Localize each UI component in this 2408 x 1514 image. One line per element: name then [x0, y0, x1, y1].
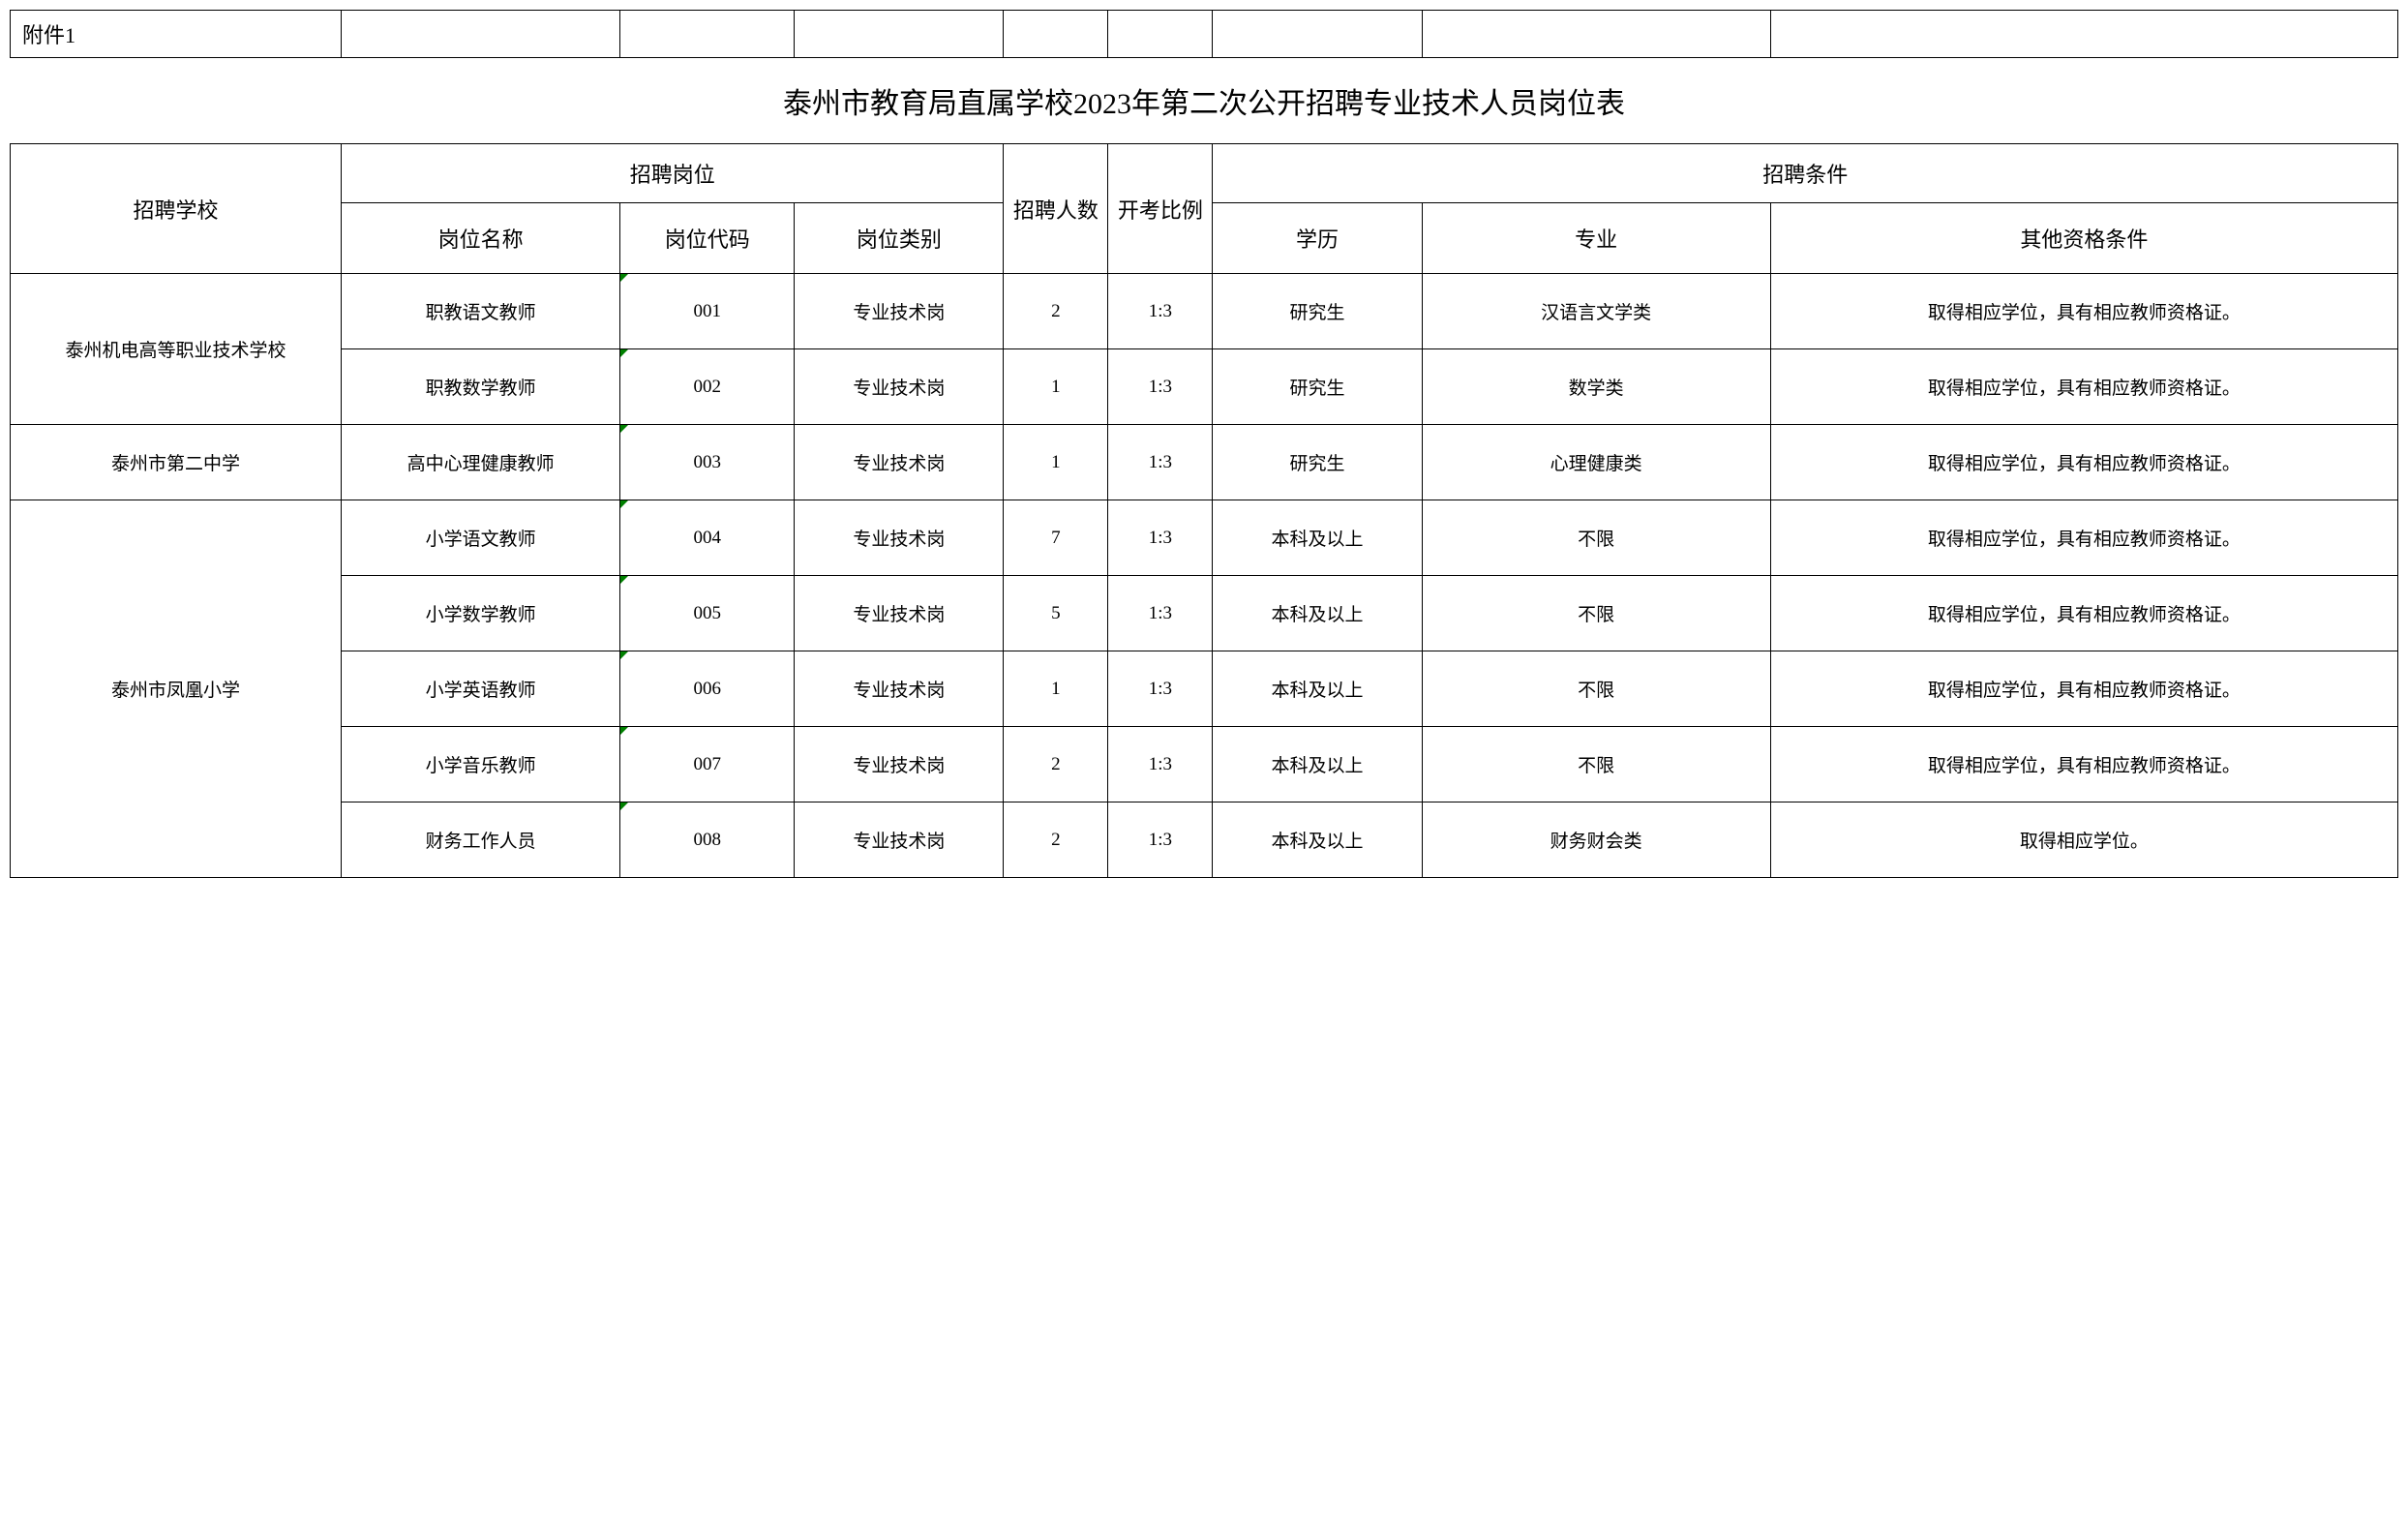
cell-type: 专业技术岗 [795, 274, 1004, 349]
cell-code: 005 [620, 576, 795, 651]
header-position-group: 招聘岗位 [342, 144, 1004, 203]
cell-edu: 本科及以上 [1213, 576, 1422, 651]
table-row: 泰州市凤凰小学小学语文教师004专业技术岗71:3本科及以上不限取得相应学位，具… [11, 500, 2398, 576]
cell-edu: 研究生 [1213, 349, 1422, 425]
cell-posname: 小学语文教师 [342, 500, 620, 576]
cell-major: 汉语言文学类 [1422, 274, 1770, 349]
document-title: 泰州市教育局直属学校2023年第二次公开招聘专业技术人员岗位表 [11, 58, 2398, 144]
header-school: 招聘学校 [11, 144, 342, 274]
table-row: 小学音乐教师007专业技术岗21:3本科及以上不限取得相应学位，具有相应教师资格… [11, 727, 2398, 802]
table-row: 职教数学教师002专业技术岗11:3研究生数学类取得相应学位，具有相应教师资格证… [11, 349, 2398, 425]
cell-count: 2 [1004, 802, 1108, 878]
cell-other: 取得相应学位，具有相应教师资格证。 [1770, 576, 2397, 651]
cell-code: 004 [620, 500, 795, 576]
cell-edu: 研究生 [1213, 425, 1422, 500]
cell-posname: 职教数学教师 [342, 349, 620, 425]
cell-type: 专业技术岗 [795, 727, 1004, 802]
cell-code: 003 [620, 425, 795, 500]
header-major: 专业 [1422, 203, 1770, 274]
cell-posname: 小学英语教师 [342, 651, 620, 727]
cell-type: 专业技术岗 [795, 500, 1004, 576]
cell-ratio: 1:3 [1108, 727, 1213, 802]
header-position-code: 岗位代码 [620, 203, 795, 274]
table-row: 泰州机电高等职业技术学校职教语文教师001专业技术岗21:3研究生汉语言文学类取… [11, 274, 2398, 349]
cell-ratio: 1:3 [1108, 500, 1213, 576]
cell-ratio: 1:3 [1108, 349, 1213, 425]
cell-count: 2 [1004, 727, 1108, 802]
header-count: 招聘人数 [1004, 144, 1108, 274]
cell-code: 007 [620, 727, 795, 802]
cell-posname: 小学音乐教师 [342, 727, 620, 802]
table-row: 财务工作人员008专业技术岗21:3本科及以上财务财会类取得相应学位。 [11, 802, 2398, 878]
cell-major: 不限 [1422, 651, 1770, 727]
cell-type: 专业技术岗 [795, 651, 1004, 727]
cell-school: 泰州机电高等职业技术学校 [11, 274, 342, 425]
cell-edu: 本科及以上 [1213, 651, 1422, 727]
table-row: 小学数学教师005专业技术岗51:3本科及以上不限取得相应学位，具有相应教师资格… [11, 576, 2398, 651]
cell-count: 7 [1004, 500, 1108, 576]
header-conditions-group: 招聘条件 [1213, 144, 2398, 203]
cell-other: 取得相应学位，具有相应教师资格证。 [1770, 500, 2397, 576]
title-row: 泰州市教育局直属学校2023年第二次公开招聘专业技术人员岗位表 [11, 58, 2398, 144]
cell-other: 取得相应学位，具有相应教师资格证。 [1770, 425, 2397, 500]
header-other: 其他资格条件 [1770, 203, 2397, 274]
header-ratio: 开考比例 [1108, 144, 1213, 274]
cell-code: 001 [620, 274, 795, 349]
cell-edu: 本科及以上 [1213, 727, 1422, 802]
cell-edu: 研究生 [1213, 274, 1422, 349]
cell-count: 2 [1004, 274, 1108, 349]
cell-major: 数学类 [1422, 349, 1770, 425]
cell-ratio: 1:3 [1108, 802, 1213, 878]
cell-other: 取得相应学位。 [1770, 802, 2397, 878]
cell-count: 5 [1004, 576, 1108, 651]
attachment-row: 附件1 [11, 11, 2398, 58]
cell-posname: 高中心理健康教师 [342, 425, 620, 500]
cell-code: 008 [620, 802, 795, 878]
cell-major: 不限 [1422, 727, 1770, 802]
cell-posname: 职教语文教师 [342, 274, 620, 349]
cell-major: 心理健康类 [1422, 425, 1770, 500]
attachment-label: 附件1 [11, 11, 342, 58]
cell-other: 取得相应学位，具有相应教师资格证。 [1770, 274, 2397, 349]
cell-ratio: 1:3 [1108, 274, 1213, 349]
cell-other: 取得相应学位，具有相应教师资格证。 [1770, 727, 2397, 802]
table-row: 泰州市第二中学高中心理健康教师003专业技术岗11:3研究生心理健康类取得相应学… [11, 425, 2398, 500]
cell-ratio: 1:3 [1108, 425, 1213, 500]
header-row-1: 招聘学校 招聘岗位 招聘人数 开考比例 招聘条件 [11, 144, 2398, 203]
cell-type: 专业技术岗 [795, 349, 1004, 425]
cell-posname: 财务工作人员 [342, 802, 620, 878]
cell-school: 泰州市凤凰小学 [11, 500, 342, 878]
cell-type: 专业技术岗 [795, 576, 1004, 651]
header-education: 学历 [1213, 203, 1422, 274]
cell-major: 财务财会类 [1422, 802, 1770, 878]
recruitment-table: 附件1 泰州市教育局直属学校2023年第二次公开招聘专业技术人员岗位表 招聘学校… [10, 10, 2398, 878]
cell-count: 1 [1004, 425, 1108, 500]
cell-ratio: 1:3 [1108, 576, 1213, 651]
cell-school: 泰州市第二中学 [11, 425, 342, 500]
cell-code: 002 [620, 349, 795, 425]
cell-edu: 本科及以上 [1213, 500, 1422, 576]
cell-other: 取得相应学位，具有相应教师资格证。 [1770, 651, 2397, 727]
cell-major: 不限 [1422, 500, 1770, 576]
cell-major: 不限 [1422, 576, 1770, 651]
cell-code: 006 [620, 651, 795, 727]
cell-type: 专业技术岗 [795, 802, 1004, 878]
cell-type: 专业技术岗 [795, 425, 1004, 500]
cell-edu: 本科及以上 [1213, 802, 1422, 878]
cell-count: 1 [1004, 651, 1108, 727]
header-position-name: 岗位名称 [342, 203, 620, 274]
cell-posname: 小学数学教师 [342, 576, 620, 651]
cell-ratio: 1:3 [1108, 651, 1213, 727]
cell-count: 1 [1004, 349, 1108, 425]
header-position-type: 岗位类别 [795, 203, 1004, 274]
cell-other: 取得相应学位，具有相应教师资格证。 [1770, 349, 2397, 425]
table-row: 小学英语教师006专业技术岗11:3本科及以上不限取得相应学位，具有相应教师资格… [11, 651, 2398, 727]
